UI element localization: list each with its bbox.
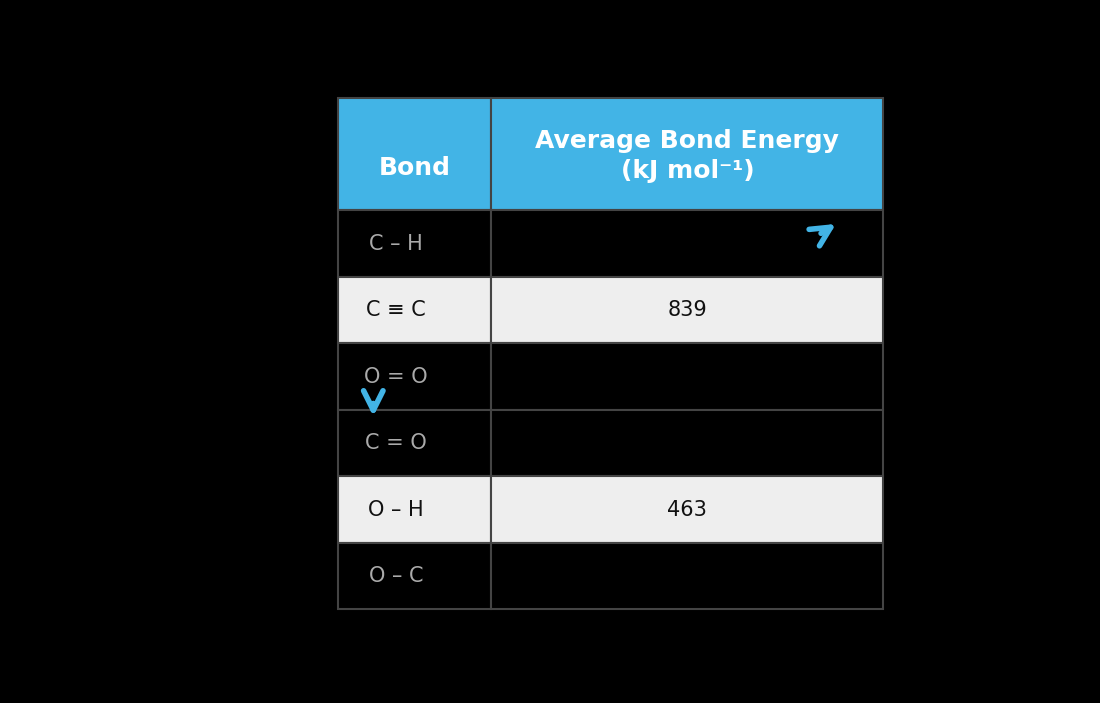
Text: (kJ mol⁻¹): (kJ mol⁻¹)	[620, 159, 755, 183]
Bar	[492, 98, 883, 210]
Text: C – H: C – H	[370, 233, 424, 254]
Text: C ≡ C: C ≡ C	[366, 300, 426, 320]
Text: 839: 839	[668, 300, 707, 320]
Text: O = O: O = O	[364, 367, 428, 387]
Bar	[338, 477, 492, 543]
Bar	[338, 410, 492, 477]
Bar	[492, 277, 883, 344]
Text: Average Bond Energy: Average Bond Energy	[536, 129, 839, 153]
Bar	[338, 344, 492, 410]
Text: Bond: Bond	[378, 155, 451, 180]
Bar	[492, 210, 883, 277]
Text: 463: 463	[668, 500, 707, 520]
Bar	[338, 98, 492, 210]
Text: O – H: O – H	[368, 500, 424, 520]
Bar	[338, 210, 492, 277]
Bar	[492, 477, 883, 543]
Bar	[338, 277, 492, 344]
Bar	[338, 543, 492, 610]
Bar	[492, 543, 883, 610]
Bar	[492, 410, 883, 477]
Bar	[492, 344, 883, 410]
Text: C = O: C = O	[365, 433, 427, 453]
Text: O – C: O – C	[368, 566, 424, 586]
